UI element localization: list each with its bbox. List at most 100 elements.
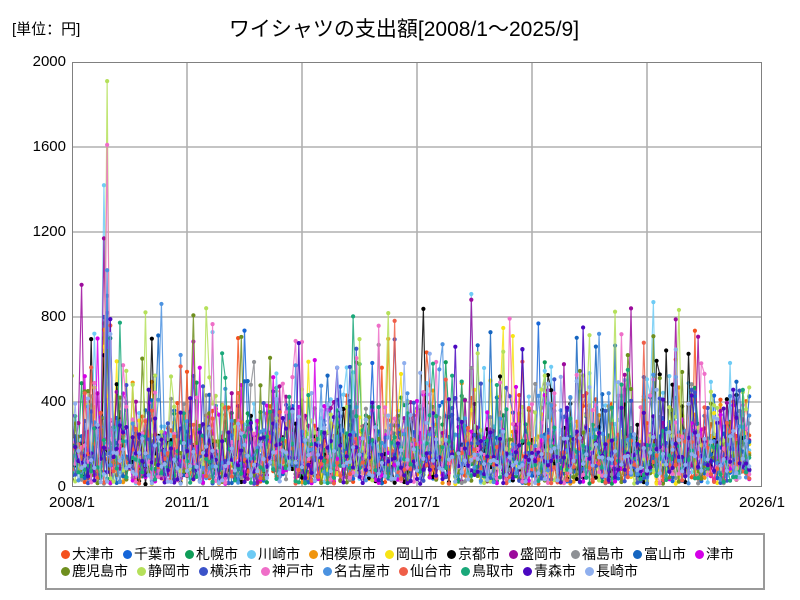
series-marker (660, 390, 666, 395)
series-marker (421, 306, 426, 311)
series-marker (718, 397, 723, 402)
series-marker (101, 183, 107, 188)
series-marker (705, 480, 710, 485)
series-marker (274, 371, 279, 376)
series-marker (79, 381, 84, 386)
series-marker (692, 385, 698, 390)
legend-label: 相模原市 (320, 546, 376, 562)
series-marker (571, 479, 576, 484)
series-marker (379, 365, 384, 370)
series-marker (149, 336, 154, 341)
legend-item-横浜市[interactable]: 横浜市 (199, 564, 252, 578)
series-marker (184, 369, 190, 374)
legend-item-鳥取市[interactable]: 鳥取市 (461, 564, 514, 578)
series-marker (654, 358, 659, 363)
legend-label: 名古屋市 (334, 563, 390, 579)
legend-label: 青森市 (534, 563, 576, 579)
chart-title-text: ワイシャツの支出額[2008/1～2025/9] (228, 18, 580, 41)
series-marker (82, 479, 87, 485)
y-axis-tick-label: 2000 (32, 53, 66, 70)
series-marker (673, 481, 678, 486)
legend-item-札幌市[interactable]: 札幌市 (185, 547, 238, 561)
series-marker (549, 388, 554, 393)
legend-label: 岡山市 (396, 546, 438, 562)
series-marker (456, 479, 461, 484)
legend-label: 津市 (706, 546, 734, 562)
legend-item-鹿児島市[interactable]: 鹿児島市 (61, 564, 128, 578)
legend: 大津市 千葉市 札幌市 川崎市 相模原市 岡山市 京都市 盛岡市 福島市 富山市 津市鹿児島市 静岡市… (45, 533, 765, 590)
legend-item-静岡市[interactable]: 静岡市 (137, 564, 190, 578)
legend-item-盛岡市[interactable]: 盛岡市 (509, 547, 562, 561)
plot-area (72, 62, 762, 487)
legend-item-相模原市[interactable]: 相模原市 (309, 547, 376, 561)
legend-marker-icon (385, 549, 394, 559)
legend-marker-icon (137, 566, 146, 576)
series-marker (299, 480, 305, 485)
legend-marker-icon (199, 566, 208, 576)
series-marker (600, 478, 605, 484)
legend-label: 仙台市 (410, 563, 452, 579)
series-marker (398, 371, 404, 377)
legend-label: 札幌市 (196, 546, 238, 562)
legend-item-京都市[interactable]: 京都市 (447, 547, 500, 561)
legend-item-青森市[interactable]: 青森市 (523, 564, 576, 578)
chart-title: ワイシャツの支出額[2008/1～2025/9] (0, 13, 800, 43)
series-marker (609, 481, 614, 486)
series-marker (114, 359, 119, 364)
legend-item-千葉市[interactable]: 千葉市 (123, 547, 176, 561)
series-marker (727, 360, 733, 366)
series-marker (306, 359, 311, 364)
series-marker (402, 479, 407, 485)
legend-marker-icon (461, 566, 470, 576)
legend-marker-icon (447, 549, 456, 559)
legend-label: 盛岡市 (520, 546, 562, 562)
legend-label: 鹿児島市 (72, 563, 128, 579)
legend-label: 静岡市 (148, 563, 190, 579)
series-marker (724, 397, 729, 402)
series-marker (236, 336, 241, 341)
series-marker (574, 476, 579, 482)
series-marker (79, 282, 84, 287)
x-axis-tick-label: 2008/1 (49, 494, 95, 511)
series-marker (430, 474, 436, 480)
legend-label: 大津市 (72, 546, 114, 562)
series-marker (382, 479, 388, 485)
series-marker (708, 379, 713, 384)
x-axis-tick-label: 2014/1 (279, 494, 325, 511)
legend-marker-icon (309, 549, 318, 559)
legend-marker-icon (633, 549, 642, 559)
series-marker (341, 392, 346, 397)
series-marker (92, 331, 97, 336)
series-marker (529, 473, 535, 478)
series-marker (549, 364, 554, 369)
legend-label: 長崎市 (596, 563, 638, 579)
legend-item-長崎市[interactable]: 長崎市 (585, 564, 638, 578)
x-axis-tick-label: 2023/1 (624, 494, 670, 511)
legend-marker-icon (695, 549, 704, 559)
legend-item-川崎市[interactable]: 川崎市 (247, 547, 300, 561)
series-marker (443, 360, 448, 365)
series-marker (239, 479, 244, 485)
series-marker (366, 475, 372, 481)
legend-item-仙台市[interactable]: 仙台市 (399, 564, 452, 578)
series-canvas (72, 62, 762, 487)
x-axis-tick-label: 2020/1 (509, 494, 555, 511)
y-axis-tick-label: 400 (40, 393, 66, 410)
series-marker (536, 321, 541, 326)
legend-row: 鹿児島市 静岡市 横浜市 神戸市 名古屋市 仙台市 鳥取市 青森市 長崎市 (61, 564, 763, 578)
series-marker (644, 377, 650, 382)
legend-item-名古屋市[interactable]: 名古屋市 (323, 564, 390, 578)
legend-item-大津市[interactable]: 大津市 (61, 547, 114, 561)
series-marker (667, 374, 672, 379)
series-marker (603, 403, 608, 408)
series-marker (322, 479, 327, 484)
series-marker (121, 480, 126, 485)
series-marker (328, 397, 333, 402)
legend-item-神戸市[interactable]: 神戸市 (261, 564, 314, 578)
legend-item-津市[interactable]: 津市 (695, 547, 734, 561)
legend-marker-icon (61, 549, 70, 559)
legend-item-岡山市[interactable]: 岡山市 (385, 547, 438, 561)
legend-item-富山市[interactable]: 富山市 (633, 547, 686, 561)
legend-marker-icon (509, 549, 518, 559)
legend-item-福島市[interactable]: 福島市 (571, 547, 624, 561)
